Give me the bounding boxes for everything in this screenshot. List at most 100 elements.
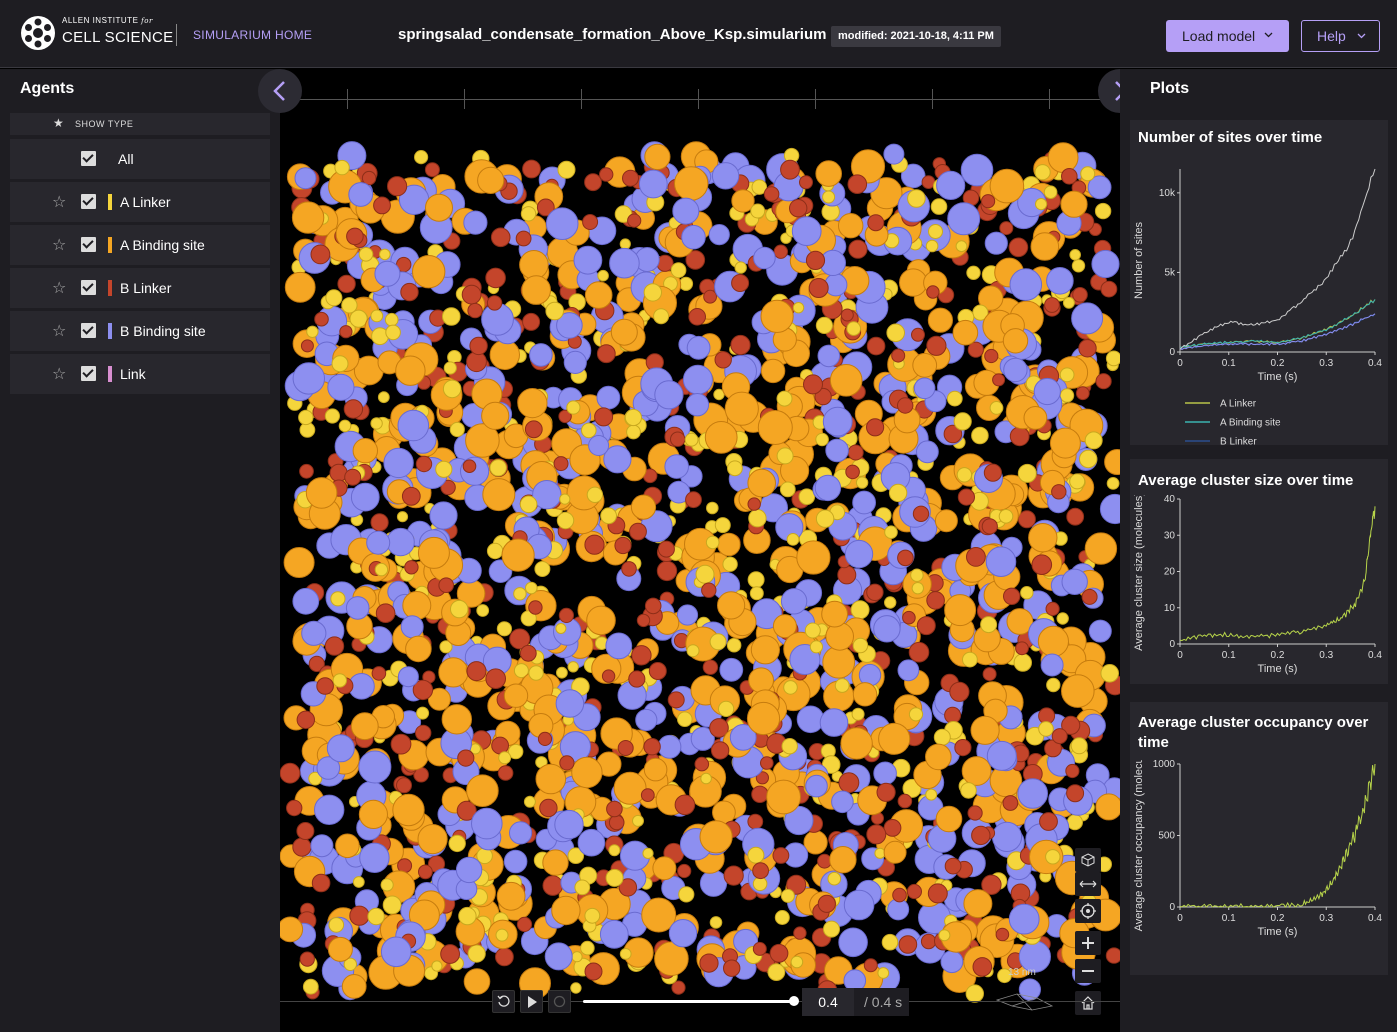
particle [1002,795,1019,811]
particle [537,731,553,747]
particle [883,840,907,864]
star-outline-icon[interactable]: ☆ [52,237,67,254]
series-line [1179,299,1376,349]
particle [338,419,352,433]
particle [763,186,780,202]
particle [925,743,952,771]
help-button[interactable]: Help [1301,20,1380,52]
star-outline-icon[interactable]: ☆ [52,280,67,297]
particle [491,736,510,755]
particle [967,341,984,358]
agent-row[interactable]: ☆ B Linker [10,268,270,308]
cube-view-icon[interactable] [1075,848,1101,872]
particle [792,302,805,314]
particle [280,762,301,784]
time-slider-thumb[interactable] [789,996,799,1006]
help-label: Help [1317,28,1346,44]
load-model-button[interactable]: Load model [1166,20,1289,52]
agent-row[interactable]: ☆ A Binding site [10,225,270,265]
show-type-label: SHOW TYPE [75,119,134,129]
checkbox-checked-icon[interactable] [81,280,96,295]
checkbox-checked-icon[interactable] [81,151,96,166]
particle [1003,357,1028,383]
home-view-icon[interactable] [1075,991,1101,1015]
particle [640,788,655,802]
collapse-left-panel-button[interactable] [258,69,302,113]
focus-target-icon[interactable] [1075,899,1101,923]
particle [341,974,367,999]
particle [498,751,512,765]
particle [946,390,963,407]
cluster-occupancy-line-chart[interactable]: 0 0.1 0.2 0.3 0.4 0 500 1000 Time (s) Average clu… [1130,760,1388,975]
particle [972,957,993,977]
particle [906,883,923,900]
particle [1069,249,1082,261]
particle [690,726,715,751]
particle [425,193,453,222]
particle [316,756,341,780]
particle [1062,296,1075,309]
checkbox-checked-icon[interactable] [81,237,96,252]
particle [489,459,507,477]
particle [685,393,710,417]
checkbox-checked-icon[interactable] [81,194,96,209]
restart-icon[interactable] [492,990,515,1013]
particle [621,561,637,577]
play-icon[interactable] [520,990,543,1013]
particle [296,822,315,840]
particle [838,927,868,958]
particle [703,289,718,304]
agent-row[interactable]: ☆ A Linker [10,182,270,222]
particle [1087,175,1112,200]
star-outline-icon[interactable]: ☆ [52,323,67,340]
particle [571,756,603,789]
time-slider[interactable] [583,1000,793,1003]
zoom-out-icon[interactable] [1075,959,1101,983]
particle [586,486,604,503]
checkbox-checked-icon[interactable] [81,366,96,381]
particle [747,497,761,511]
particle [584,962,603,981]
particle [709,633,727,651]
particle-scene[interactable] [280,129,1120,1029]
particle [852,637,869,654]
particle [577,828,606,857]
star-outline-icon[interactable]: ☆ [52,194,67,211]
sites-line-chart[interactable]: 0 0.1 0.2 0.3 0.4 0 5k 10k Time (s) Number of sit… [1130,155,1388,445]
particle [412,679,434,701]
step-forward-icon[interactable] [548,990,571,1013]
simulation-viewport[interactable]: 13 nm 0.4 / 0.4 s [280,69,1120,1032]
particle [672,197,700,225]
particle [747,846,765,864]
plot-card-cluster-occupancy: Average cluster occupancy over time 0 0.1 0… [1130,702,1388,975]
particle [486,295,503,311]
particle [496,621,512,637]
agent-row[interactable]: ☆ Link [10,354,270,394]
particle [814,387,832,406]
simularium-home-link[interactable]: SIMULARIUM HOME [193,28,313,42]
particle [296,710,315,729]
cluster-size-line-chart[interactable]: 0 0.1 0.2 0.3 0.4 0 10 20 30 40 Time (s) Average cl… [1130,495,1388,685]
orthographic-toggle-icon[interactable] [1075,872,1101,896]
checkbox-checked-icon[interactable] [81,323,96,338]
particle [1030,232,1060,261]
star-outline-icon[interactable]: ☆ [52,366,67,383]
particle [934,509,958,533]
particle [971,426,989,445]
agent-row[interactable]: ☆ B Binding site [10,311,270,351]
time-input[interactable]: 0.4 [802,988,854,1016]
y-tick-label: 1000 [1153,760,1176,770]
particle [375,603,396,624]
agent-color-swatch [108,280,112,296]
particle [694,756,710,772]
particle [584,907,601,924]
chevron-down-icon [1264,32,1273,38]
particle [597,269,609,282]
agent-row-all[interactable]: All [10,139,270,179]
particle [395,355,426,386]
zoom-in-icon[interactable] [1075,931,1101,955]
particle [439,640,453,654]
agent-color-swatch [108,323,112,339]
particle [555,623,567,634]
particle [335,833,360,859]
